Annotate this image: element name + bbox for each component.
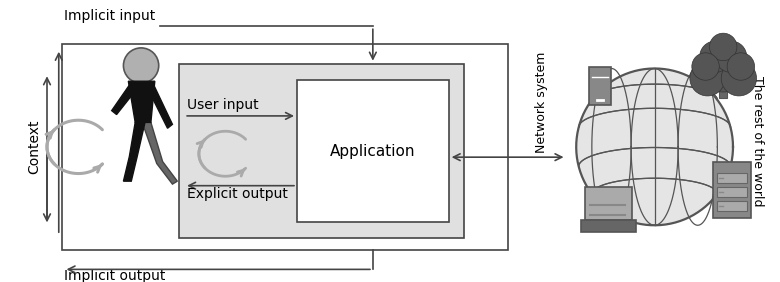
Polygon shape [149,85,172,128]
Circle shape [692,53,719,80]
Circle shape [690,61,725,96]
Circle shape [123,48,158,83]
Circle shape [710,33,737,61]
Bar [718,201,746,211]
Text: Implicit output: Implicit output [64,269,165,282]
Text: Explicit output: Explicit output [187,187,288,201]
Text: The rest of the world: The rest of the world [751,76,764,206]
Bar [718,187,746,197]
Text: Context: Context [27,120,41,174]
Bar [179,63,463,238]
Polygon shape [141,122,177,184]
Circle shape [727,53,754,80]
Bar [62,44,508,250]
Circle shape [715,41,746,72]
Polygon shape [112,85,135,114]
Circle shape [722,61,757,96]
Text: Network system: Network system [535,52,548,153]
Bar [581,220,636,232]
Text: User input: User input [187,98,259,112]
Polygon shape [123,122,145,181]
Polygon shape [129,81,154,122]
Bar [714,162,750,219]
Text: Application: Application [330,144,416,159]
Bar [585,187,632,220]
Circle shape [576,69,733,225]
Bar [719,78,727,98]
Circle shape [702,49,745,92]
Bar [718,173,746,183]
Circle shape [700,41,731,72]
Text: Implicit input: Implicit input [64,9,155,23]
Bar [297,80,448,222]
Bar [589,67,611,105]
